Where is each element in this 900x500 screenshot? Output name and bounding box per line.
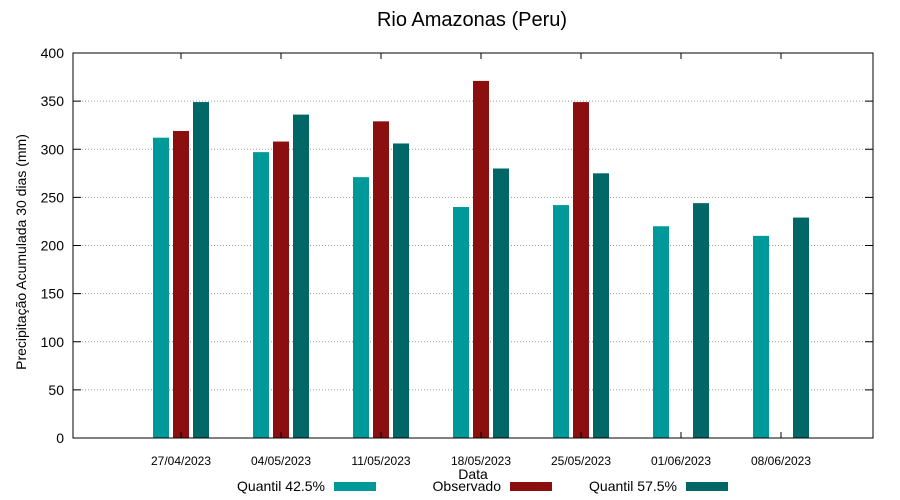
legend: Quantil 42.5% Observado Quantil 57.5% [237, 478, 728, 494]
y-tick-label: 0 [56, 430, 64, 446]
y-tick-label: 400 [41, 45, 65, 61]
bar-quantil-57-5--2 [393, 143, 409, 438]
bar-observado-1 [273, 141, 289, 439]
bar-quantil-42-5--2 [353, 177, 369, 438]
bar-quantil-57-5--5 [693, 203, 709, 438]
y-axis-label: Precipitação Acumulada 30 dias (mm) [13, 134, 29, 370]
x-tick-label: 08/06/2023 [751, 454, 811, 468]
chart-title: Rio Amazonas (Peru) [377, 9, 567, 31]
bar-quantil-42-5--3 [453, 207, 469, 438]
legend-swatch [334, 482, 376, 491]
x-tick-label: 04/05/2023 [251, 454, 311, 468]
bar-quantil-42-5--4 [553, 205, 569, 438]
x-axis-label: Data [458, 466, 488, 482]
bar-observado-2 [373, 121, 389, 439]
legend-label: Quantil 57.5% [589, 478, 677, 494]
bar-quantil-42-5--1 [253, 152, 269, 438]
plot-frame [72, 52, 874, 439]
y-tick-label: 150 [41, 286, 65, 302]
x-tick-label: 25/05/2023 [551, 454, 611, 468]
x-tick-label: 18/05/2023 [451, 454, 511, 468]
bar-quantil-57-5--1 [293, 114, 309, 438]
x-tick-label: 11/05/2023 [351, 454, 410, 468]
y-tick-label: 200 [41, 238, 65, 254]
y-tick-label: 350 [41, 93, 65, 109]
bar-quantil-42-5--0 [153, 137, 169, 438]
bar-quantil-57-5--4 [593, 173, 609, 438]
bar-observado-3 [473, 80, 489, 438]
y-tick-label: 250 [41, 189, 65, 205]
bar-quantil-42-5--6 [753, 235, 769, 438]
bars [153, 80, 809, 439]
y-tick-label: 100 [41, 334, 65, 350]
bar-quantil-42-5--5 [653, 226, 669, 438]
bar-observado-4 [573, 102, 589, 439]
y-axis-ticks: 0 50 100 150 200 250 300 350 400 [41, 45, 873, 446]
x-tick-label: 27/04/2023 [151, 454, 211, 468]
legend-swatch [686, 482, 728, 491]
y-tick-label: 50 [48, 382, 64, 398]
legend-label: Quantil 42.5% [237, 478, 325, 494]
y-tick-label: 300 [41, 141, 65, 157]
x-axis-ticks: 27/04/2023 04/05/2023 11/05/2023 18/05/2023… [151, 53, 811, 468]
bar-quantil-57-5--6 [793, 217, 809, 438]
bar-observado-0 [173, 130, 189, 438]
bar-quantil-57-5--0 [193, 102, 209, 439]
x-tick-label: 01/06/2023 [651, 454, 711, 468]
legend-swatch [510, 482, 552, 491]
legend-label: Observado [433, 478, 502, 494]
bar-quantil-57-5--3 [493, 168, 509, 438]
